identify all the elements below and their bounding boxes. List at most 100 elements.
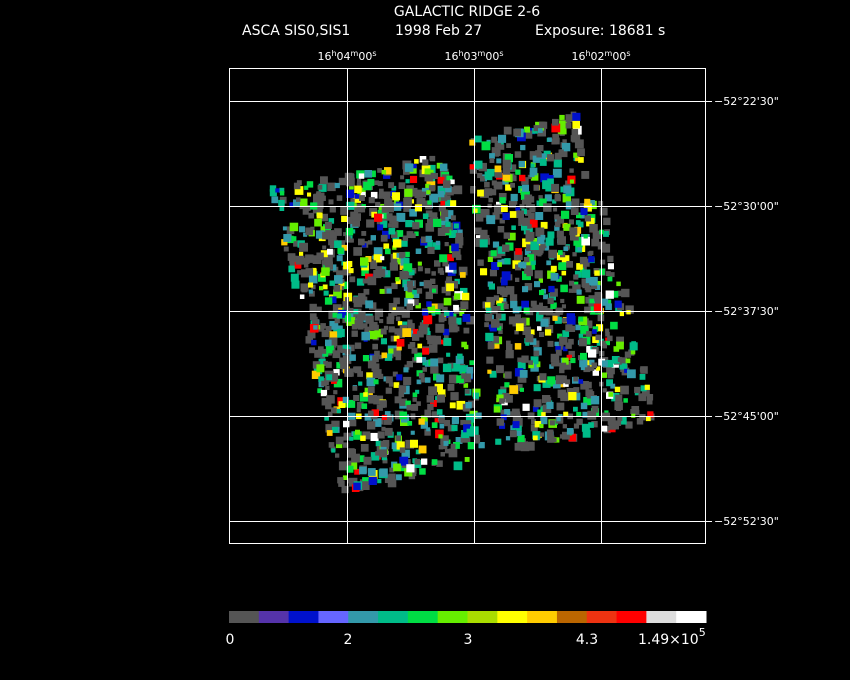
pixel-blob	[410, 439, 418, 448]
pixel-blob	[363, 456, 372, 465]
pixel-blob	[496, 365, 504, 374]
pixel-blob	[539, 198, 547, 207]
pixel-blob	[365, 315, 374, 324]
pixel-blob	[323, 290, 329, 296]
pixel-blob	[279, 191, 285, 196]
pixel-blob	[493, 406, 501, 413]
pixel-blob	[573, 406, 578, 412]
pixel-blob	[588, 349, 597, 358]
colorbar: 0 2 3 4.3 1.49×105	[226, 611, 707, 648]
pixel-blob	[547, 137, 552, 142]
pixel-blob	[487, 369, 492, 374]
pixel-blob	[442, 306, 448, 313]
pixel-blob	[332, 304, 342, 313]
pixel-blob	[609, 272, 615, 278]
pixel-blob	[394, 396, 402, 404]
pixel-blob	[404, 364, 410, 370]
pixel-blob	[303, 263, 309, 268]
pixel-blob	[424, 281, 429, 286]
ra-part: s	[499, 49, 503, 58]
pixel-blob	[529, 329, 535, 335]
pixel-blob	[385, 248, 391, 255]
pixel-blob	[405, 271, 413, 279]
pixel-blob	[344, 297, 349, 302]
pixel-blob	[372, 418, 382, 427]
pixel-blob	[590, 282, 598, 290]
pixel-blob	[602, 388, 607, 393]
pixel-blob	[502, 244, 510, 252]
pixel-blob	[446, 283, 454, 292]
pixel-blob	[521, 300, 529, 309]
pixel-blob	[424, 268, 431, 274]
pixel-blob	[322, 245, 327, 250]
pixel-blob	[269, 185, 277, 192]
pixel-blob	[309, 268, 317, 276]
pixel-blob	[326, 374, 333, 381]
pixel-blob	[559, 367, 565, 374]
pixel-blob	[575, 156, 580, 162]
pixel-blob	[379, 288, 385, 294]
pixel-blob	[502, 212, 510, 220]
pixel-blob	[551, 362, 556, 367]
pixel-blob	[422, 367, 427, 372]
pixel-blob	[324, 257, 333, 266]
pixel-blob	[336, 255, 343, 262]
pixel-blob	[359, 195, 365, 201]
pixel-blob	[346, 201, 355, 210]
pixel-blob	[604, 410, 609, 415]
pixel-blob	[316, 205, 323, 213]
pixel-blob	[497, 326, 502, 331]
pixel-blob	[435, 323, 445, 333]
pixel-blob	[363, 392, 368, 397]
pixel-blob	[515, 207, 520, 212]
pixel-blob	[546, 429, 554, 437]
pixel-blob	[570, 207, 579, 215]
colorbar-segment	[378, 611, 409, 623]
pixel-blob	[625, 358, 631, 364]
pixel-blob	[351, 453, 360, 463]
pixel-blob	[388, 182, 395, 189]
pixel-blob	[561, 317, 567, 323]
pixel-blob	[318, 358, 326, 366]
pixel-blob	[514, 442, 523, 451]
pixel-blob	[374, 180, 380, 185]
pixel-blob	[349, 276, 356, 283]
pixel-blob	[561, 142, 571, 152]
pixel-blob	[582, 411, 589, 418]
pixel-blob	[396, 431, 402, 436]
pixel-blob	[602, 343, 607, 349]
pixel-blob	[473, 434, 480, 441]
pixel-blob	[406, 280, 414, 288]
pixel-blob	[425, 183, 431, 190]
pixel-blob	[388, 382, 394, 387]
pixel-blob	[580, 381, 589, 390]
pixel-blob	[421, 458, 428, 465]
pixel-blob	[501, 278, 508, 286]
pixel-blob	[343, 420, 350, 428]
pixel-blob	[526, 265, 532, 271]
pixel-blob	[417, 266, 423, 272]
pixel-blob	[352, 385, 358, 391]
pixel-blob	[547, 178, 554, 186]
pixel-blob	[336, 270, 344, 278]
pixel-blob	[594, 270, 600, 276]
pixel-blob	[299, 226, 306, 233]
pixel-blob	[606, 359, 614, 368]
pixel-blob	[383, 191, 391, 199]
pixel-blob	[510, 193, 518, 202]
pixel-blob	[414, 159, 419, 164]
pixel-blob	[480, 176, 486, 182]
pixel-blob	[487, 203, 492, 209]
pixel-blob	[558, 262, 567, 271]
pixel-blob	[617, 290, 624, 297]
pixel-blob	[496, 394, 504, 402]
pixel-blob	[527, 412, 535, 420]
pixel-blob	[326, 430, 333, 436]
pixel-blob	[486, 296, 495, 306]
pixel-blob	[348, 344, 355, 352]
pixel-blob	[291, 236, 297, 242]
pixel-blob	[525, 334, 534, 343]
colorbar-label: 3	[464, 632, 473, 648]
pixel-blob	[458, 266, 468, 276]
pixel-blob	[434, 418, 440, 423]
